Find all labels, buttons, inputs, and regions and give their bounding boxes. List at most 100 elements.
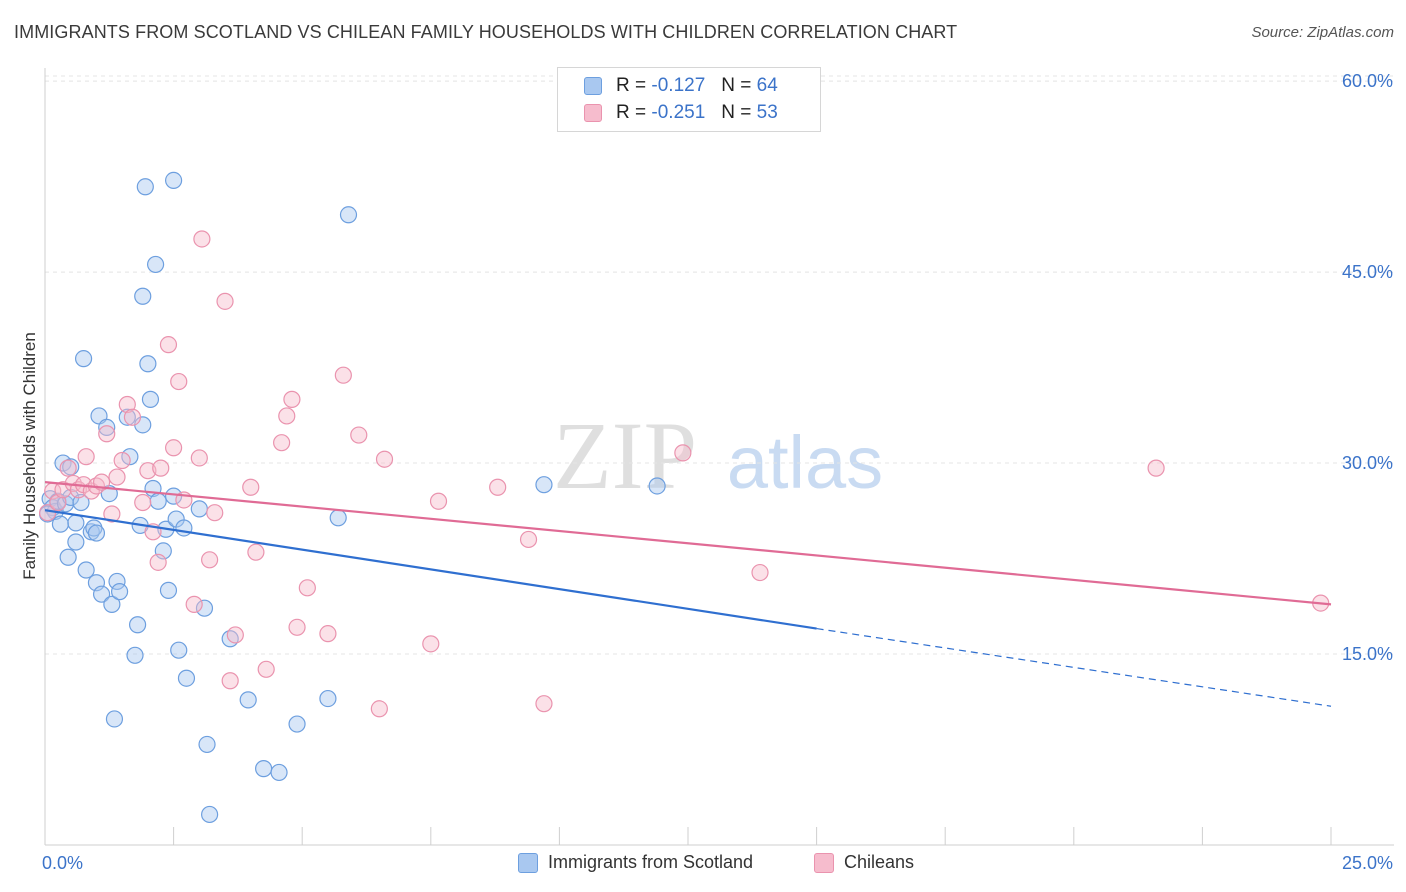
scotland-point (77, 561, 95, 579)
scotland-point (165, 171, 183, 190)
scotland-point (121, 448, 139, 466)
chilean-point (216, 292, 234, 310)
r-value: -0.127 (651, 75, 706, 96)
chilean-point (422, 635, 440, 653)
scotland-point (159, 581, 178, 599)
y-tick-label: 15.0% (1342, 644, 1393, 664)
chilean-point (149, 553, 167, 571)
chilean-trend-line (44, 481, 1332, 606)
chilean-point (350, 426, 368, 444)
legend-item-scotland[interactable]: Immigrants from Scotland (518, 852, 753, 873)
chilean-point (98, 425, 116, 443)
y-tick-label: 60.0% (1342, 71, 1393, 91)
chilean-point (108, 468, 126, 486)
chilean-point (165, 439, 183, 457)
scotland-point (67, 533, 85, 551)
series-legend: Immigrants from Scotland Chileans (0, 852, 1406, 878)
chilean-point (123, 408, 142, 426)
scotland-point (339, 206, 358, 224)
n-label: N = (721, 75, 752, 96)
scotland-point (190, 500, 208, 518)
chilean-point (113, 451, 131, 470)
chilean-point (370, 700, 388, 718)
scotland-point (198, 735, 216, 754)
chilean-point (221, 672, 239, 690)
r-label: R = (616, 102, 647, 123)
chilean-point (283, 390, 301, 408)
legend-item-chileans[interactable]: Chileans (814, 852, 914, 873)
chilean-point (59, 459, 77, 477)
chilean-point (298, 579, 316, 597)
chilean-point (49, 493, 67, 512)
scotland-point (67, 514, 85, 532)
chilean-point (489, 478, 507, 496)
r-label: R = (616, 75, 647, 96)
chilean-point (674, 444, 692, 462)
scotland-point (195, 599, 214, 617)
chilean-swatch (584, 104, 602, 122)
legend-row-scotland: R = -0.127 N = 64 (584, 74, 778, 98)
scotland-point (128, 616, 147, 634)
scotland-point (92, 585, 111, 603)
chilean-point (273, 434, 291, 452)
r-value: -0.251 (651, 102, 706, 123)
grid-lines (45, 75, 1394, 655)
chilean-point (206, 504, 224, 522)
scotland-point (103, 595, 121, 613)
chilean-point (319, 625, 337, 643)
scotland-point (87, 524, 106, 542)
scotland-point (270, 763, 288, 782)
scotland-point (74, 350, 93, 368)
correlation-legend: R = -0.127 N = 64 R = -0.251 N = 53 (557, 67, 821, 132)
chilean-point (103, 505, 121, 523)
watermark-zip: ZIP (553, 402, 697, 509)
chilean-point (77, 448, 95, 466)
chilean-point (190, 449, 208, 467)
x-tick-labels: 0.0% 25.0% (42, 853, 1393, 873)
chilean-point (226, 626, 244, 644)
scotland-point (108, 572, 126, 591)
scotland-point (149, 492, 167, 510)
scotland-point (59, 548, 77, 566)
chilean-legend-swatch (814, 852, 834, 873)
chilean-point (185, 595, 203, 613)
chilean-point (429, 492, 448, 510)
chilean-point (1147, 459, 1165, 477)
x-tick-label-end: 25.0% (1342, 853, 1393, 873)
legend-row-chileans: R = -0.251 N = 53 (584, 101, 778, 125)
scotland-point (319, 689, 337, 708)
chilean-point (278, 407, 296, 425)
scotland-point (535, 476, 553, 494)
chilean-point (139, 462, 157, 480)
n-value: 64 (756, 75, 778, 96)
chilean-point (257, 660, 275, 678)
chilean-point (375, 450, 394, 468)
chilean-point (288, 618, 306, 636)
scotland-point (648, 477, 666, 495)
chilean-point (751, 563, 769, 582)
chilean-legend-label: Chileans (844, 852, 915, 872)
scotland-point (175, 519, 193, 537)
scotland-point (72, 493, 90, 512)
n-label: N = (721, 102, 752, 123)
scotland-point (329, 509, 347, 527)
scotland-point (98, 418, 116, 436)
chilean-point (242, 478, 260, 496)
scotland-legend-swatch (518, 852, 538, 873)
axes (44, 68, 1394, 846)
chilean-point (170, 372, 188, 391)
source-credit: Source: ZipAtlas.com (1251, 24, 1394, 41)
scotland-point (177, 669, 196, 687)
chilean-point (334, 366, 352, 384)
y-tick-label: 45.0% (1342, 262, 1393, 282)
scotland-legend-label: Immigrants from Scotland (548, 852, 754, 872)
y-tick-label: 30.0% (1342, 453, 1393, 473)
chilean-point (152, 459, 170, 477)
trend-lines (44, 481, 1332, 707)
y-tick-labels: 15.0% 30.0% 45.0% 60.0% (1342, 71, 1393, 664)
chilean-point (535, 695, 553, 713)
scotland-point (141, 390, 160, 408)
scotland-point (136, 178, 154, 196)
scotland-point (118, 408, 136, 426)
